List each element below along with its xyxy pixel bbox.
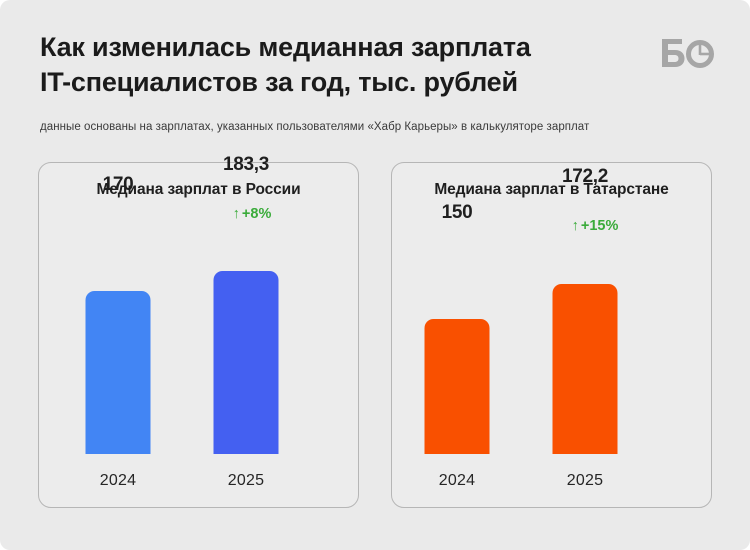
plot-area-tatarstan: 150 2024 172,2 2025 <box>392 163 711 507</box>
bar-group-2025-russia: 183,3 2025 <box>191 154 301 507</box>
chart-card-russia: Медиана зарплат в России ↑ +8% 170 2024 1… <box>38 154 359 508</box>
bar-2025-tatarstan <box>552 284 618 454</box>
arrow-up-icon: ↑ <box>232 206 240 222</box>
bar-group-2024-tatarstan: 150 2024 <box>402 163 512 507</box>
bar-value-2025-tatarstan: 172,2 <box>561 166 609 187</box>
bar-label-2025-tatarstan: 2025 <box>566 472 604 489</box>
growth-value-tatarstan: +15% <box>580 218 619 234</box>
arrow-up-icon: ↑ <box>571 218 579 234</box>
chart-title-russia: Медиана зарплат в России <box>96 181 301 198</box>
bar-value-2025-russia: 183,3 <box>222 154 270 175</box>
bar-group-2025-tatarstan: 172,2 2025 <box>530 163 640 507</box>
page-subtitle: данные основаны на зарплатах, указанных … <box>40 121 590 134</box>
bar-label-2025-russia: 2025 <box>227 472 265 489</box>
bar-2024-tatarstan <box>424 319 490 454</box>
bar-group-2024-russia: 170 2024 <box>63 163 173 507</box>
chart-card-tatarstan: Медиана зарплат в Татарстане ↑ +15% 150 2… <box>391 162 712 508</box>
page-title: Как изменилась медианная зарплата IT-спе… <box>40 32 531 97</box>
growth-badge-tatarstan: ↑ +15% <box>550 218 640 234</box>
bar-value-2024-russia: 170 <box>102 174 134 195</box>
bar-2025-russia <box>213 271 279 454</box>
clock-logo-icon <box>662 39 714 68</box>
plot-area-russia: 170 2024 183,3 2025 <box>39 154 358 507</box>
brand-logo <box>658 33 714 73</box>
growth-value-russia: +8% <box>241 206 272 222</box>
bar-label-2024-russia: 2024 <box>99 472 137 489</box>
growth-badge-russia: ↑ +8% <box>207 206 297 222</box>
charts-container: Медиана зарплат в России ↑ +8% 170 2024 1… <box>38 154 712 508</box>
bar-value-2024-tatarstan: 150 <box>441 202 473 223</box>
header: Как изменилась медианная зарплата IT-спе… <box>40 30 640 136</box>
bar-label-2024-tatarstan: 2024 <box>438 472 476 489</box>
chart-title-tatarstan: Медиана зарплат в Татарстане <box>434 181 669 198</box>
bar-2024-russia <box>85 291 151 454</box>
